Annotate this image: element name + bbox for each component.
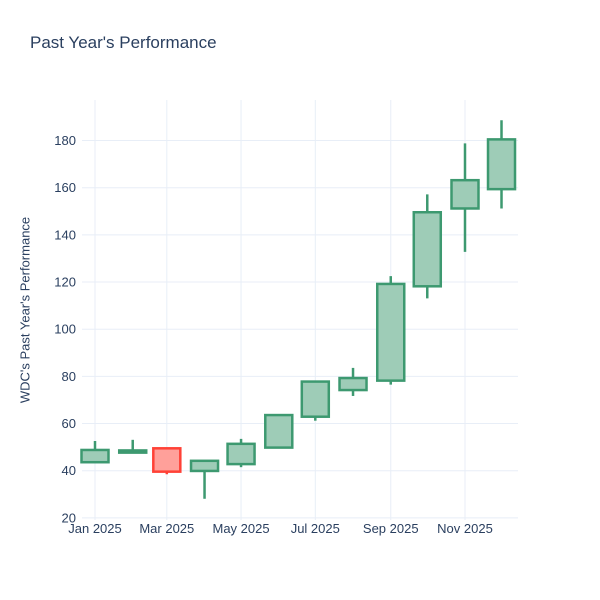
candle-aug-2025[interactable]	[338, 376, 368, 392]
candle-jul-2025[interactable]	[300, 380, 331, 418]
y-tick-label: 180	[54, 133, 76, 148]
candle-feb-2025[interactable]	[117, 449, 148, 454]
y-tick-label: 60	[62, 416, 76, 431]
x-tick-label: Nov 2025	[437, 521, 493, 536]
candle-nov-2025[interactable]	[450, 178, 480, 210]
x-tick-label: Mar 2025	[139, 521, 194, 536]
candle-dec-2025[interactable]	[486, 138, 517, 191]
candle-sep-2025[interactable]	[376, 282, 406, 382]
candle-oct-2025[interactable]	[412, 211, 443, 288]
y-tick-label: 140	[54, 227, 76, 242]
y-tick-label: 160	[54, 180, 76, 195]
candle-apr-2025[interactable]	[189, 459, 220, 473]
x-tick-label: May 2025	[213, 521, 270, 536]
chart-title: Past Year's Performance	[30, 33, 217, 52]
x-tick-label: Sep 2025	[363, 521, 419, 536]
candle-jan-2025[interactable]	[80, 448, 110, 464]
y-tick-label: 20	[62, 510, 76, 525]
y-tick-label: 100	[54, 322, 76, 337]
x-tick-label: Jan 2025	[68, 521, 122, 536]
y-tick-label: 40	[62, 463, 76, 478]
candle-mar-2025[interactable]	[152, 447, 182, 473]
y-tick-label: 120	[54, 275, 76, 290]
candle-jun-2025[interactable]	[264, 413, 294, 449]
x-tick-label: Jul 2025	[291, 521, 340, 536]
y-tick-label: 80	[62, 369, 76, 384]
candle-may-2025[interactable]	[226, 442, 256, 466]
